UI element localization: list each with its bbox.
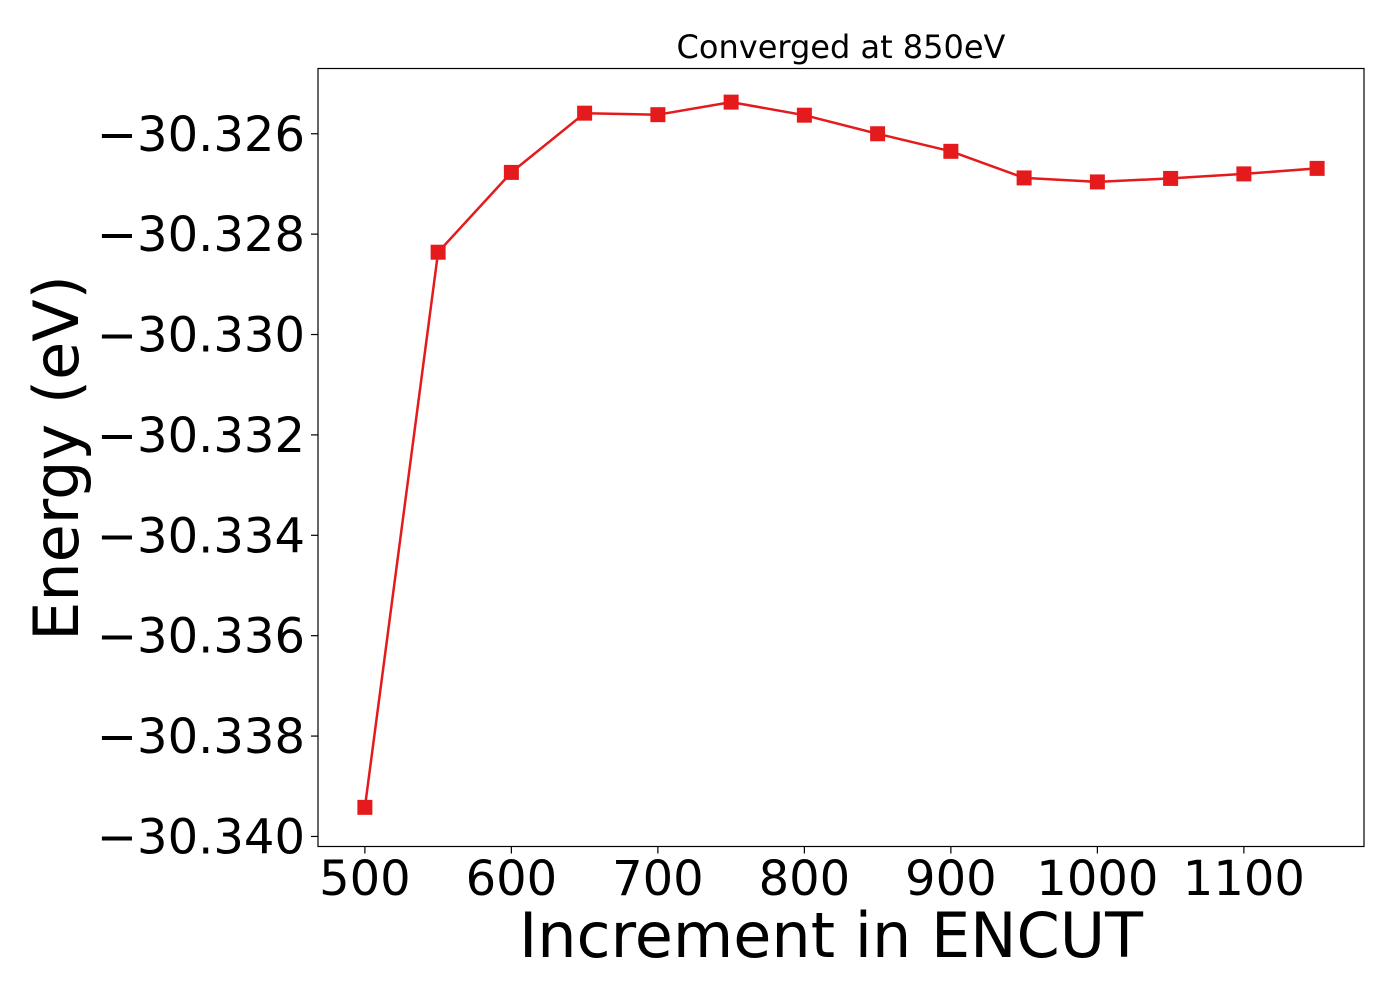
series-layer xyxy=(357,94,1325,815)
data-point-marker xyxy=(1163,170,1179,186)
y-tick-label: −30.328 xyxy=(97,207,305,263)
y-tick-label: −30.340 xyxy=(97,809,305,865)
x-tick-label: 1000 xyxy=(1036,851,1158,907)
x-axis-label: Increment in ENCUT xyxy=(519,899,1144,972)
data-point-marker xyxy=(357,799,373,815)
y-tick-label: −30.336 xyxy=(97,609,305,665)
plot-frame xyxy=(317,67,1365,848)
data-point-marker xyxy=(943,143,959,159)
chart-title: Converged at 850eV xyxy=(677,28,1006,66)
y-axis-label: Energy (eV) xyxy=(20,275,93,641)
x-tick-label: 500 xyxy=(319,851,411,907)
x-tick-label: 900 xyxy=(905,851,997,907)
data-point-marker xyxy=(650,107,666,123)
y-tick-label: −30.330 xyxy=(97,308,305,364)
x-tick-label: 600 xyxy=(466,851,558,907)
data-point-marker xyxy=(503,164,519,180)
data-point-marker xyxy=(1089,174,1105,190)
data-point-marker xyxy=(1309,160,1325,176)
data-point-marker xyxy=(1236,166,1252,182)
data-point-marker xyxy=(796,107,812,123)
y-axis: −30.326 −30.328 −30.330 −30.332 −30.334 −30.3… xyxy=(97,107,318,865)
data-point-marker xyxy=(723,94,739,110)
data-point-marker xyxy=(430,244,446,260)
data-point-marker xyxy=(870,126,886,142)
y-tick-label: −30.326 xyxy=(97,107,305,163)
y-tick-label: −30.332 xyxy=(97,408,305,464)
data-point-marker xyxy=(1016,170,1032,186)
x-tick-label: 700 xyxy=(612,851,704,907)
data-point-marker xyxy=(577,105,593,121)
x-tick-label: 800 xyxy=(759,851,851,907)
y-tick-label: −30.338 xyxy=(97,709,305,765)
series-line xyxy=(363,100,1318,808)
x-tick-label: 1100 xyxy=(1183,851,1305,907)
y-tick-label: −30.334 xyxy=(97,508,305,564)
x-axis: 500 600 700 800 900 1000 1100 xyxy=(319,846,1305,907)
